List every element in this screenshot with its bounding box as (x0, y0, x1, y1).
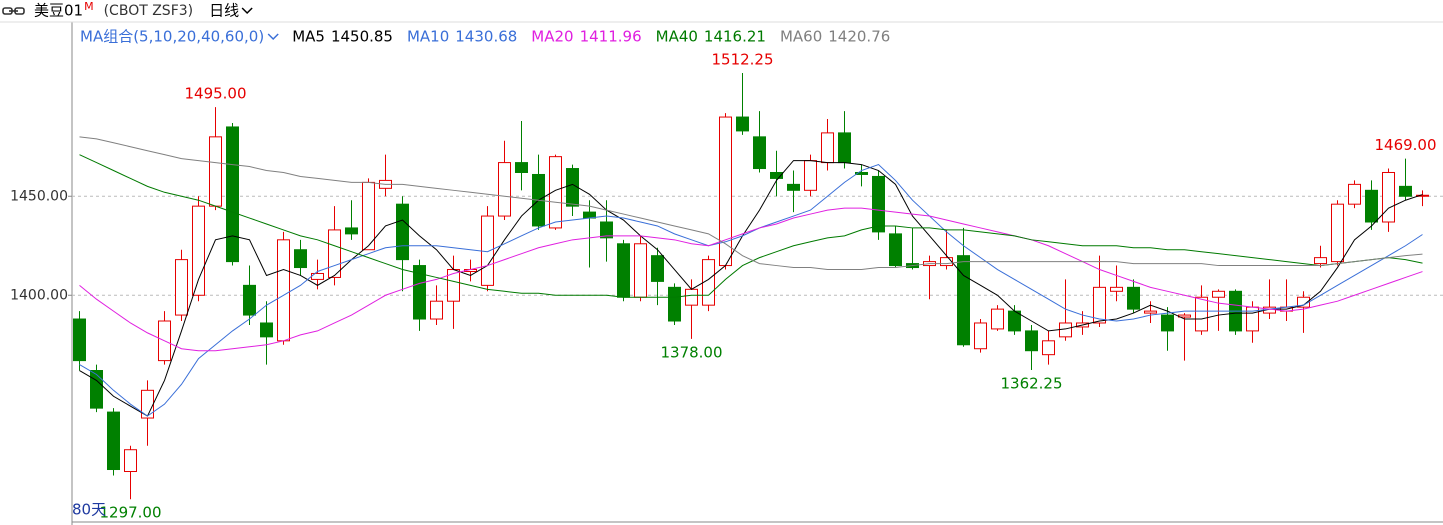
candle-body (1382, 171, 1395, 223)
contract-code: (CBOT ZSF3) (104, 3, 194, 19)
candle-body (600, 221, 613, 239)
candle-body (804, 160, 817, 191)
candle-body (498, 162, 511, 217)
candle-body (1161, 314, 1174, 332)
candle-body (974, 322, 987, 350)
candle-body (430, 300, 443, 320)
window-label: 80天 (72, 501, 106, 519)
candle-body (736, 116, 749, 132)
high-label: 1469.00 (1374, 136, 1436, 154)
high-label: 1495.00 (184, 85, 246, 103)
superscript: M (84, 0, 94, 13)
candle-body (1110, 286, 1123, 292)
candle-body (1195, 296, 1208, 332)
candle-body (821, 132, 834, 164)
candle-body (634, 243, 647, 298)
y-tick-label: 1450.00 (10, 188, 68, 204)
candle-body (1348, 183, 1361, 205)
symbol: 美豆01 (34, 2, 83, 20)
legend-value: 1411.96 (580, 28, 642, 46)
ma-group-label: MA组合(5,10,20,40,60,0) (80, 28, 264, 46)
candle-body (209, 136, 222, 207)
candle-body (1025, 330, 1038, 352)
legend-name: MA40 (656, 28, 698, 46)
candle-body (1399, 185, 1412, 197)
low-label: 1378.00 (660, 343, 722, 361)
candle-body (1093, 286, 1106, 324)
high-label: 1512.25 (711, 50, 773, 68)
candle-body (294, 249, 307, 269)
candle-body (107, 411, 120, 471)
legend-value: 1450.85 (331, 28, 393, 46)
candle-body (1212, 290, 1225, 298)
ma-line (79, 163, 1423, 417)
low-label: 1297.00 (99, 504, 161, 522)
candle-body (362, 181, 375, 251)
candle-body (345, 227, 358, 235)
candle-body (1144, 310, 1157, 314)
candle-body (413, 265, 426, 320)
candle-body (277, 239, 290, 342)
legend-name: MA60 (780, 28, 822, 46)
candle-body (872, 175, 885, 233)
candle-body (1331, 203, 1344, 263)
candle-body (328, 229, 341, 278)
candle-body (940, 257, 953, 267)
legend-name: MA5 (292, 28, 325, 46)
legend-name: MA10 (407, 28, 449, 46)
candle-body (73, 318, 86, 362)
ma-line (79, 136, 1423, 271)
candle-body (787, 183, 800, 191)
ma-dropdown-icon[interactable] (267, 33, 279, 41)
candle-body (685, 288, 698, 306)
candle-body (447, 269, 460, 302)
candle-body (396, 203, 409, 261)
candle-body (770, 171, 783, 179)
candle-body (1127, 286, 1140, 310)
candle-body (668, 286, 681, 322)
low-label: 1362.25 (1000, 375, 1062, 393)
candle-body (124, 449, 137, 472)
candle-body (226, 126, 239, 263)
candle-body (838, 132, 851, 164)
candle-body (243, 284, 256, 316)
legend-value: 1420.76 (828, 28, 890, 46)
candle-body (617, 243, 630, 298)
candle-body (957, 255, 970, 346)
candle-body (889, 233, 902, 267)
y-tick-label: 1400.00 (10, 287, 68, 303)
candle-body (192, 205, 205, 296)
period: 日线 (209, 2, 239, 20)
candle-body (515, 162, 528, 173)
candle-body (1416, 194, 1429, 197)
ma-line (79, 154, 1423, 298)
candle-body (175, 259, 188, 316)
ma-line (79, 207, 1423, 352)
legend-value: 1430.68 (455, 28, 517, 46)
candle-body (90, 370, 103, 409)
ma-line (79, 160, 1423, 417)
link-icon (2, 7, 25, 15)
legend-value: 1416.21 (704, 28, 766, 46)
candle-body (549, 156, 562, 229)
candle-body (991, 308, 1004, 330)
candle-body (1365, 189, 1378, 223)
legend-name: MA20 (531, 28, 573, 46)
candle-body (855, 171, 868, 175)
candle-body (1042, 340, 1055, 356)
period-dropdown-icon[interactable] (241, 7, 253, 15)
candle-body (651, 255, 664, 282)
candle-body (1314, 257, 1327, 265)
candle-body (753, 136, 766, 170)
candle-body (260, 322, 273, 338)
